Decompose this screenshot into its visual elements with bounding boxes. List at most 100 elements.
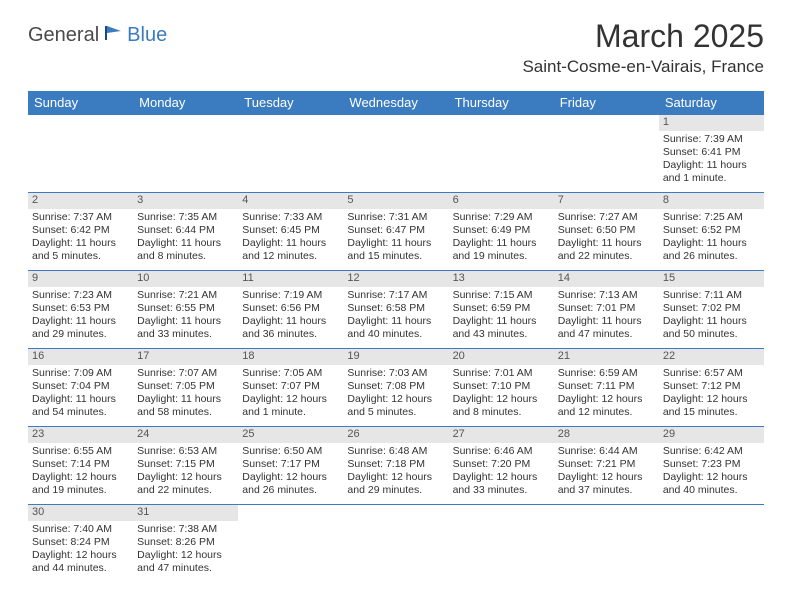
day-info-line: and 47 minutes. xyxy=(137,562,234,575)
day-number: 30 xyxy=(28,505,133,521)
day-info-line: and 15 minutes. xyxy=(663,406,760,419)
day-info-line: and 22 minutes. xyxy=(558,250,655,263)
day-number: 28 xyxy=(554,427,659,443)
day-info-line: Sunrise: 7:40 AM xyxy=(32,523,129,536)
calendar-day-cell: 16Sunrise: 7:09 AMSunset: 7:04 PMDayligh… xyxy=(28,349,133,427)
day-info-line: Daylight: 11 hours xyxy=(242,237,339,250)
day-info-line: and 19 minutes. xyxy=(453,250,550,263)
day-number: 24 xyxy=(133,427,238,443)
calendar-day-cell xyxy=(554,115,659,193)
day-info-line: Sunrise: 6:42 AM xyxy=(663,445,760,458)
day-number: 22 xyxy=(659,349,764,365)
day-info-line: Sunrise: 7:35 AM xyxy=(137,211,234,224)
calendar-day-cell: 12Sunrise: 7:17 AMSunset: 6:58 PMDayligh… xyxy=(343,271,448,349)
day-info-line: Sunrise: 7:07 AM xyxy=(137,367,234,380)
day-info-line: and 36 minutes. xyxy=(242,328,339,341)
day-info-line: and 22 minutes. xyxy=(137,484,234,497)
calendar-day-cell: 13Sunrise: 7:15 AMSunset: 6:59 PMDayligh… xyxy=(449,271,554,349)
day-info-line: Sunset: 7:11 PM xyxy=(558,380,655,393)
day-info-line: Sunset: 7:07 PM xyxy=(242,380,339,393)
day-info-line: Daylight: 11 hours xyxy=(137,237,234,250)
day-info-line: and 8 minutes. xyxy=(453,406,550,419)
calendar-day-cell: 29Sunrise: 6:42 AMSunset: 7:23 PMDayligh… xyxy=(659,427,764,505)
day-number: 31 xyxy=(133,505,238,521)
calendar-day-cell xyxy=(238,505,343,583)
calendar-day-cell: 28 Sunrise: 6:44 AMSunset: 7:21 PMDayligh… xyxy=(554,427,659,505)
day-number: 13 xyxy=(449,271,554,287)
day-info-line: Daylight: 11 hours xyxy=(32,393,129,406)
day-info-line: and 44 minutes. xyxy=(32,562,129,575)
day-number: 20 xyxy=(449,349,554,365)
calendar-day-cell: 23Sunrise: 6:55 AMSunset: 7:14 PMDayligh… xyxy=(28,427,133,505)
day-info-line: and 12 minutes. xyxy=(242,250,339,263)
day-info-line: Sunset: 6:42 PM xyxy=(32,224,129,237)
day-info-line: Sunrise: 7:23 AM xyxy=(32,289,129,302)
calendar-day-cell: 18Sunrise: 7:05 AMSunset: 7:07 PMDayligh… xyxy=(238,349,343,427)
day-info-line: Daylight: 11 hours xyxy=(347,237,444,250)
day-info-line: and 1 minute. xyxy=(242,406,339,419)
calendar-day-cell: 5Sunrise: 7:31 AMSunset: 6:47 PMDaylight… xyxy=(343,193,448,271)
day-info-line: Daylight: 11 hours xyxy=(137,393,234,406)
day-info-line: Sunset: 7:12 PM xyxy=(663,380,760,393)
day-info-line: and 8 minutes. xyxy=(137,250,234,263)
calendar-day-cell: 26Sunrise: 6:48 AMSunset: 7:18 PMDayligh… xyxy=(343,427,448,505)
calendar-day-cell: 11Sunrise: 7:19 AMSunset: 6:56 PMDayligh… xyxy=(238,271,343,349)
calendar-week-row: 2 Sunrise: 7:37 AMSunset: 6:42 PM Daylight… xyxy=(28,193,764,271)
day-number: 27 xyxy=(449,427,554,443)
day-info-line: Daylight: 11 hours xyxy=(663,315,760,328)
day-info-line: Sunrise: 6:55 AM xyxy=(32,445,129,458)
weekday-header-row: Sunday Monday Tuesday Wednesday Thursday… xyxy=(28,91,764,115)
calendar-day-cell: 15Sunrise: 7:11 AMSunset: 7:02 PMDayligh… xyxy=(659,271,764,349)
day-number: 12 xyxy=(343,271,448,287)
weekday-header: Saturday xyxy=(659,91,764,115)
day-info-line: Daylight: 12 hours xyxy=(32,549,129,562)
day-info-line: and 5 minutes. xyxy=(347,406,444,419)
day-info-line: and 54 minutes. xyxy=(32,406,129,419)
day-info-line: Sunset: 6:52 PM xyxy=(663,224,760,237)
day-info-line: Sunset: 7:21 PM xyxy=(558,458,655,471)
day-info-line: Sunset: 7:14 PM xyxy=(32,458,129,471)
day-info-line: Sunrise: 6:44 AM xyxy=(558,445,655,458)
day-info-line: Daylight: 11 hours xyxy=(663,159,760,172)
calendar-day-cell: 8Sunrise: 7:25 AMSunset: 6:52 PMDaylight… xyxy=(659,193,764,271)
day-info-line: Sunrise: 7:13 AM xyxy=(558,289,655,302)
day-info-line: Daylight: 11 hours xyxy=(347,315,444,328)
calendar-day-cell: 31Sunrise: 7:38 AMSunset: 8:26 PMDayligh… xyxy=(133,505,238,583)
day-info-line: Daylight: 11 hours xyxy=(663,237,760,250)
day-info-line: Daylight: 12 hours xyxy=(558,471,655,484)
day-info-line: Sunset: 6:53 PM xyxy=(32,302,129,315)
day-info-line: Daylight: 12 hours xyxy=(242,471,339,484)
day-info-line: Daylight: 11 hours xyxy=(32,315,129,328)
day-info-line: Daylight: 11 hours xyxy=(242,315,339,328)
calendar-day-cell: 30 Sunrise: 7:40 AMSunset: 8:24 PMDayligh… xyxy=(28,505,133,583)
day-info-line: and 58 minutes. xyxy=(137,406,234,419)
calendar-day-cell xyxy=(449,115,554,193)
header: General Blue March 2025 Saint-Cosme-en-V… xyxy=(0,0,792,85)
day-info-line: Daylight: 12 hours xyxy=(137,549,234,562)
location: Saint-Cosme-en-Vairais, France xyxy=(522,57,764,77)
calendar-day-cell: 19Sunrise: 7:03 AMSunset: 7:08 PMDayligh… xyxy=(343,349,448,427)
calendar-week-row: 16Sunrise: 7:09 AMSunset: 7:04 PMDayligh… xyxy=(28,349,764,427)
day-number: 2 xyxy=(28,193,133,209)
day-info-line: Sunset: 7:23 PM xyxy=(663,458,760,471)
calendar-day-cell: 25Sunrise: 6:50 AMSunset: 7:17 PMDayligh… xyxy=(238,427,343,505)
calendar-day-cell: 21Sunrise: 6:59 AMSunset: 7:11 PMDayligh… xyxy=(554,349,659,427)
calendar-day-cell: 24Sunrise: 6:53 AMSunset: 7:15 PMDayligh… xyxy=(133,427,238,505)
calendar-day-cell xyxy=(449,505,554,583)
day-info-line: Sunset: 7:04 PM xyxy=(32,380,129,393)
day-number: 4 xyxy=(238,193,343,209)
day-info-line: Sunset: 6:49 PM xyxy=(453,224,550,237)
weekday-header: Monday xyxy=(133,91,238,115)
day-number: 14 xyxy=(554,271,659,287)
day-info-line: Sunrise: 6:57 AM xyxy=(663,367,760,380)
day-info-line: Sunset: 8:24 PM xyxy=(32,536,129,549)
day-info-line: Sunrise: 7:37 AM xyxy=(32,211,129,224)
day-info-line: Sunset: 7:01 PM xyxy=(558,302,655,315)
day-info-line: and 50 minutes. xyxy=(663,328,760,341)
day-info-line: Sunrise: 7:31 AM xyxy=(347,211,444,224)
day-info-line: Sunset: 6:44 PM xyxy=(137,224,234,237)
logo: General Blue xyxy=(28,24,167,47)
day-info-line: and 47 minutes. xyxy=(558,328,655,341)
calendar-day-cell: 22Sunrise: 6:57 AMSunset: 7:12 PMDayligh… xyxy=(659,349,764,427)
calendar-week-row: 1Sunrise: 7:39 AMSunset: 6:41 PMDaylight… xyxy=(28,115,764,193)
